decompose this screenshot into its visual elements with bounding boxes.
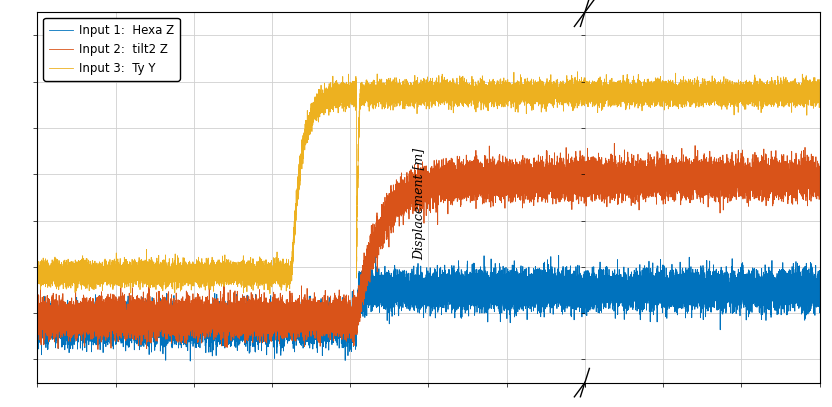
Line: Input 3:  Ty Y: Input 3: Ty Y [37, 72, 585, 294]
Input 2:  tilt2 Z: (0, -0.216): tilt2 Z: (0, -0.216) [32, 315, 42, 319]
Input 1:  Hexa Z: (53, -0.0235): Hexa Z: (53, -0.0235) [447, 270, 457, 275]
Input 3:  Ty Y: (70, 0.799): Ty Y: (70, 0.799) [580, 79, 590, 84]
Input 3:  Ty Y: (0, -0.00424): Ty Y: (0, -0.00424) [32, 265, 42, 270]
Input 1:  Hexa Z: (0, -0.23): Hexa Z: (0, -0.23) [32, 318, 42, 323]
Line: Input 2:  tilt2 Z: Input 2: tilt2 Z [37, 146, 585, 350]
Input 3:  Ty Y: (29.7, -0.116): Ty Y: (29.7, -0.116) [265, 291, 275, 296]
Input 3:  Ty Y: (28.3, -0.0437): Ty Y: (28.3, -0.0437) [254, 274, 264, 279]
Input 3:  Ty Y: (5.61, -0.0508): Ty Y: (5.61, -0.0508) [77, 276, 87, 281]
Input 2:  tilt2 Z: (53, 0.368): tilt2 Z: (53, 0.368) [447, 179, 457, 184]
Input 1:  Hexa Z: (28.3, -0.219): Hexa Z: (28.3, -0.219) [254, 315, 264, 320]
Input 3:  Ty Y: (62.7, 0.756): Ty Y: (62.7, 0.756) [522, 90, 532, 94]
Input 2:  tilt2 Z: (62.7, 0.388): tilt2 Z: (62.7, 0.388) [522, 175, 532, 179]
Input 2:  tilt2 Z: (7.74, -0.357): tilt2 Z: (7.74, -0.357) [93, 347, 103, 352]
Input 2:  tilt2 Z: (57.8, 0.522): tilt2 Z: (57.8, 0.522) [484, 144, 494, 149]
Line: Input 1:  Hexa Z: Input 1: Hexa Z [37, 256, 585, 361]
Input 1:  Hexa Z: (19.5, -0.407): Hexa Z: (19.5, -0.407) [186, 359, 196, 363]
Input 2:  tilt2 Z: (5.61, -0.258): tilt2 Z: (5.61, -0.258) [77, 324, 87, 329]
Input 1:  Hexa Z: (62.7, -0.0689): Hexa Z: (62.7, -0.0689) [522, 280, 532, 285]
Input 2:  tilt2 Z: (28.3, -0.163): tilt2 Z: (28.3, -0.163) [254, 302, 264, 307]
Input 3:  Ty Y: (53, 0.722): Ty Y: (53, 0.722) [447, 97, 457, 102]
Input 1:  Hexa Z: (66.6, 0.0491): Hexa Z: (66.6, 0.0491) [553, 253, 563, 258]
Input 1:  Hexa Z: (6.82, -0.17): Hexa Z: (6.82, -0.17) [86, 304, 96, 309]
Legend: Input 1:  Hexa Z, Input 2:  tilt2 Z, Input 3:  Ty Y: Input 1: Hexa Z, Input 2: tilt2 Z, Input… [43, 18, 180, 81]
Input 1:  Hexa Z: (5.61, -0.254): Hexa Z: (5.61, -0.254) [77, 323, 87, 328]
Input 1:  Hexa Z: (70, -0.153): Hexa Z: (70, -0.153) [580, 300, 590, 305]
Input 3:  Ty Y: (69, 0.843): Ty Y: (69, 0.843) [572, 69, 582, 74]
Input 3:  Ty Y: (6.82, -0.0548): Ty Y: (6.82, -0.0548) [86, 277, 96, 282]
Input 2:  tilt2 Z: (5.34, -0.223): tilt2 Z: (5.34, -0.223) [74, 316, 84, 321]
Input 3:  Ty Y: (5.34, -0.0609): Ty Y: (5.34, -0.0609) [74, 278, 84, 283]
Text: Displacement [m]: Displacement [m] [414, 147, 427, 260]
Input 2:  tilt2 Z: (70, 0.422): tilt2 Z: (70, 0.422) [580, 167, 590, 172]
Input 2:  tilt2 Z: (6.82, -0.239): tilt2 Z: (6.82, -0.239) [86, 319, 96, 324]
Input 1:  Hexa Z: (5.34, -0.278): Hexa Z: (5.34, -0.278) [74, 329, 84, 334]
